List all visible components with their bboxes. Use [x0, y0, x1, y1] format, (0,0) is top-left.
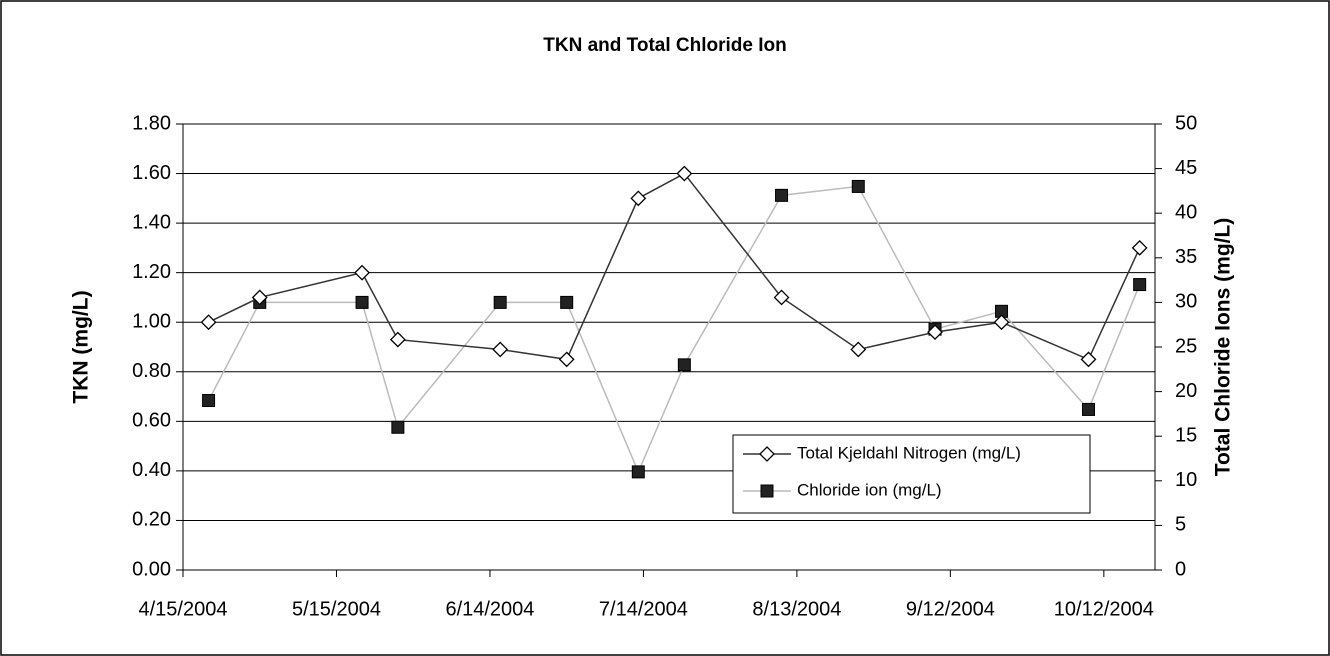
x-tick-label: 4/15/2004	[139, 598, 228, 620]
y2-tick-label: 5	[1175, 514, 1186, 536]
legend-label: Chloride ion (mg/L)	[797, 480, 942, 499]
x-tick-label: 10/12/2004	[1054, 598, 1154, 620]
point-marker	[389, 331, 406, 348]
point-marker	[202, 394, 216, 408]
point-marker	[558, 351, 575, 368]
x-tick-label: 8/13/2004	[752, 598, 841, 620]
series-line	[207, 185, 1141, 474]
point-marker	[631, 465, 645, 479]
point-marker	[200, 314, 217, 331]
y-tick-label: 0.60	[132, 410, 171, 432]
point-marker	[1131, 239, 1148, 256]
legend-marker	[759, 446, 775, 462]
point-marker	[630, 190, 647, 207]
y2-tick-label: 10	[1175, 469, 1197, 491]
point-marker	[676, 165, 693, 182]
point-marker	[775, 188, 789, 202]
y-tick-label: 0.20	[132, 509, 171, 531]
point-marker	[355, 295, 369, 309]
point-marker	[493, 295, 507, 309]
series-line	[208, 172, 1141, 361]
y2-tick-label: 15	[1175, 424, 1197, 446]
y-tick-label: 0.80	[132, 360, 171, 382]
point-marker	[1133, 278, 1147, 292]
y-tick-label: 1.20	[132, 261, 171, 283]
y-tick-label: 1.40	[132, 211, 171, 233]
y-tick-label: 1.80	[132, 112, 171, 134]
point-marker	[354, 264, 370, 281]
legend-marker	[760, 484, 774, 498]
x-tick-label: 7/14/2004	[599, 598, 688, 620]
y-tick-label: 1.00	[132, 311, 171, 333]
y2-tick-label: 40	[1175, 201, 1197, 223]
point-marker	[993, 314, 1010, 331]
y-tick-label: 0.00	[132, 558, 171, 580]
y2-tick-label: 0	[1175, 558, 1186, 580]
point-marker	[1080, 351, 1097, 368]
y2-axis-title: Total Chloride Ions (mg/L)	[1212, 218, 1235, 477]
y2-tick-label: 20	[1175, 380, 1197, 402]
legend-box	[732, 434, 1091, 514]
y-tick-label: 1.60	[132, 162, 171, 184]
y2-tick-label: 35	[1175, 246, 1197, 268]
legend-label: Total Kjeldahl Nitrogen (mg/L)	[797, 443, 1021, 462]
y2-tick-label: 25	[1175, 335, 1197, 357]
point-marker	[927, 324, 943, 341]
x-tick-label: 5/15/2004	[292, 598, 381, 620]
chart-title: TKN and Total Chloride Ion	[543, 35, 786, 56]
point-marker	[851, 179, 865, 193]
point-marker	[773, 289, 790, 306]
point-marker	[251, 289, 268, 306]
y2-tick-label: 30	[1175, 291, 1197, 313]
y2-tick-label: 50	[1175, 112, 1197, 134]
point-marker	[391, 420, 405, 434]
y-tick-label: 0.40	[132, 459, 171, 481]
point-marker	[560, 295, 574, 309]
point-marker	[1081, 402, 1095, 416]
point-marker	[492, 341, 509, 358]
x-tick-label: 9/12/2004	[906, 598, 995, 620]
y-axis-title: TKN (mg/L)	[70, 290, 93, 403]
y2-tick-label: 45	[1175, 157, 1197, 179]
point-marker	[850, 341, 867, 358]
x-tick-label: 6/14/2004	[445, 598, 534, 620]
point-marker	[677, 358, 691, 372]
